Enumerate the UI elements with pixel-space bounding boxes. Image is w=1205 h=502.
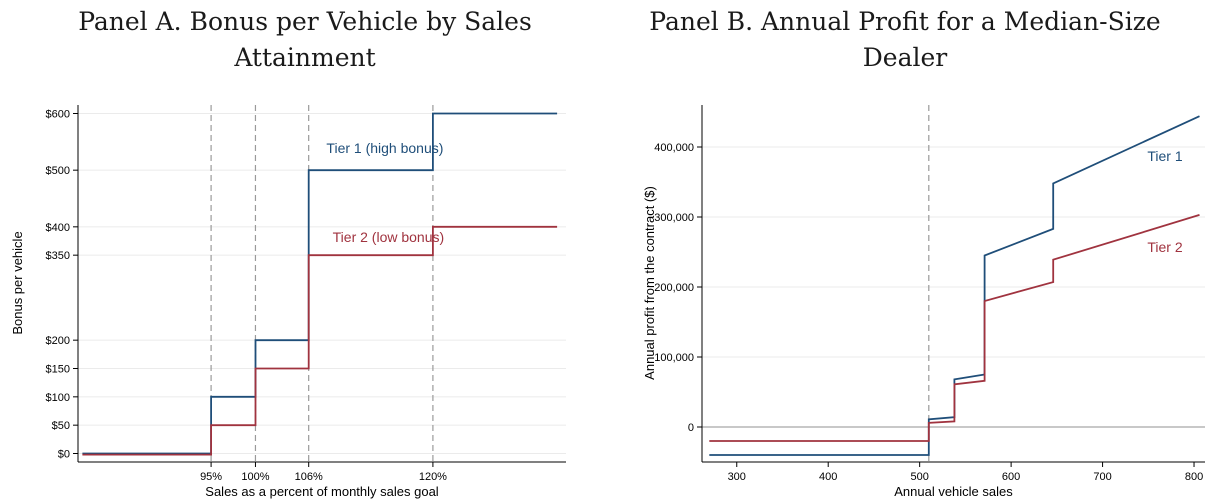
panel-a-xtick-label-0: 95% — [200, 471, 222, 483]
panel-b-xtick-label-4: 700 — [1093, 471, 1111, 483]
panel-a-ytick-label-8: $600 — [46, 109, 70, 121]
panel-b-ytick-label-4: 400,000 — [654, 142, 694, 154]
panel-a-ytick-label-5: $350 — [46, 250, 70, 262]
panel-b-xtick-label-3: 600 — [1002, 471, 1020, 483]
panel-a-ytick-label-3: $150 — [46, 364, 70, 376]
panel-a-y-axis-label: Bonus per vehicle — [10, 231, 25, 334]
panel-b-y-axis-label: Annual profit from the contract ($) — [642, 186, 657, 380]
panel-b-ytick-label-3: 300,000 — [654, 212, 694, 224]
panel-a-annotation-2: Tier 2 (low bonus) — [333, 229, 445, 245]
panel-b-annotation-1: Tier 1 — [1147, 148, 1182, 164]
panel-b-xtick-label-0: 300 — [728, 471, 746, 483]
panel-a-annotation-1: Tier 1 (high bonus) — [326, 140, 443, 156]
panel-b-xtick-label-5: 800 — [1185, 471, 1203, 483]
panel-a-series-line-1 — [82, 112, 558, 455]
panel-b-ytick-label-2: 200,000 — [654, 282, 694, 294]
panel-b-xtick-label-1: 400 — [819, 471, 837, 483]
panel-b-annotation-2: Tier 2 — [1147, 239, 1182, 255]
panel-a-title: Panel A. Bonus per Vehicle by Sales Atta… — [78, 7, 532, 72]
panel-b-ytick-label-1: 100,000 — [654, 352, 694, 364]
panel-a-ytick-label-1: $50 — [52, 420, 70, 432]
panel-a-ytick-label-2: $100 — [46, 392, 70, 404]
panel-a-ytick-label-6: $400 — [46, 222, 70, 234]
panel-a-series-line-2 — [82, 225, 558, 456]
panel-b-series-line-2 — [709, 214, 1200, 442]
panel-a-xtick-label-2: 106% — [295, 471, 323, 483]
panel-a-ytick-label-4: $200 — [46, 335, 70, 347]
panel-b-x-axis-label: Annual vehicle sales — [894, 484, 1013, 499]
panel-b-xtick-label-2: 500 — [910, 471, 928, 483]
panel-a-xtick-label-3: 120% — [419, 471, 447, 483]
panel-b-ytick-label-0: 0 — [688, 422, 694, 434]
panel-a-ytick-label-7: $500 — [46, 165, 70, 177]
panel-a-xtick-label-1: 100% — [241, 471, 269, 483]
panel-a-x-axis-label: Sales as a percent of monthly sales goal — [205, 484, 439, 499]
panel-b-title: Panel B. Annual Profit for a Median-Size… — [649, 7, 1161, 72]
panel-a-ytick-label-0: $0 — [58, 449, 70, 461]
